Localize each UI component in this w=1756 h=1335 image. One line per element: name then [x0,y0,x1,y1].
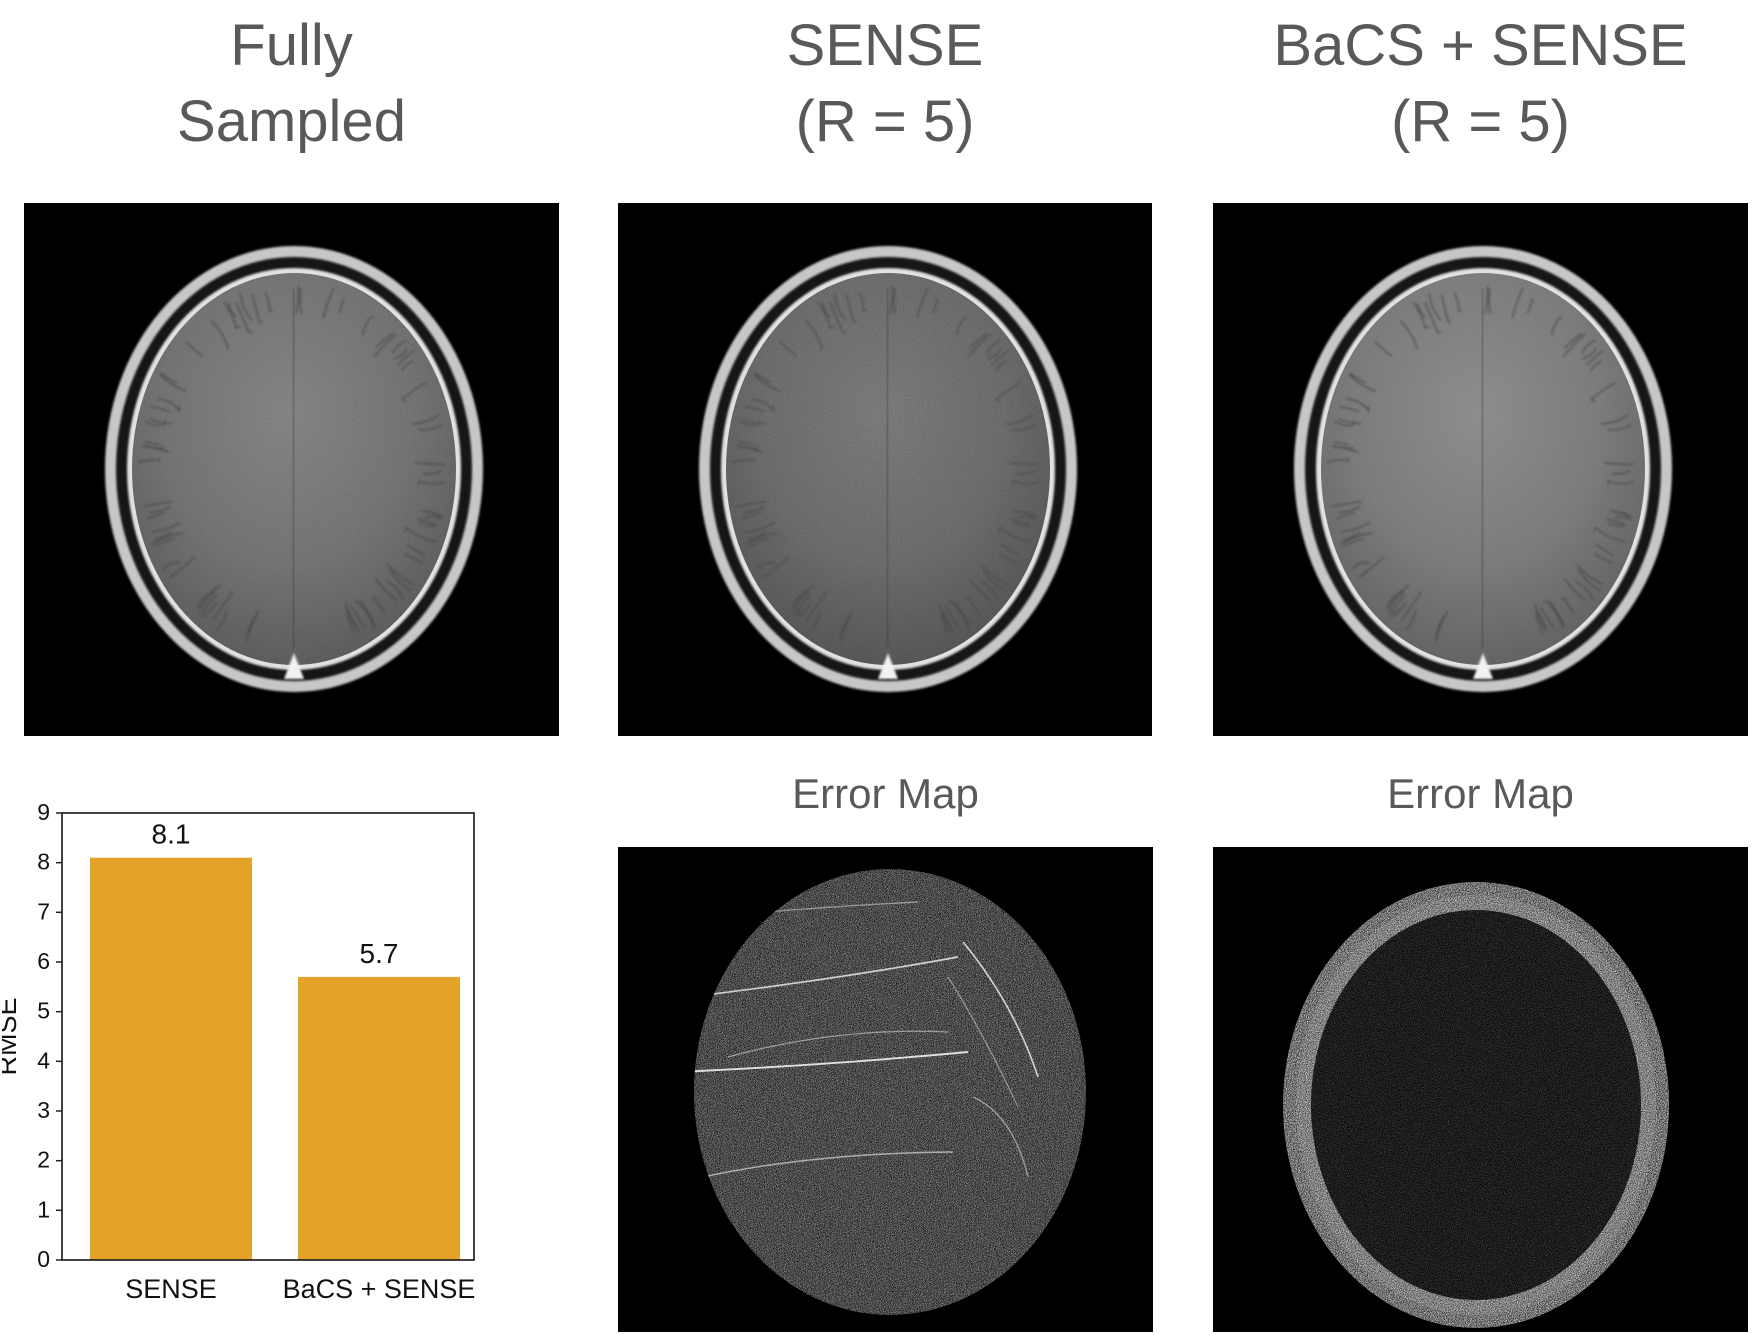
svg-text:2: 2 [37,1147,50,1173]
svg-text:SENSE: SENSE [125,1274,217,1300]
svg-text:BaCS + SENSE: BaCS + SENSE [283,1274,476,1300]
svg-text:5: 5 [37,998,50,1024]
svg-text:0: 0 [37,1246,50,1272]
svg-text:1: 1 [37,1196,50,1222]
svg-text:8.1: 8.1 [152,819,191,850]
svg-text:6: 6 [37,948,50,974]
svg-text:RMSE: RMSE [2,997,22,1075]
svg-text:7: 7 [37,898,50,924]
svg-text:4: 4 [37,1047,50,1073]
svg-text:8: 8 [37,849,50,875]
svg-text:3: 3 [37,1097,50,1123]
svg-text:5.7: 5.7 [360,938,399,969]
svg-text:9: 9 [37,799,50,825]
